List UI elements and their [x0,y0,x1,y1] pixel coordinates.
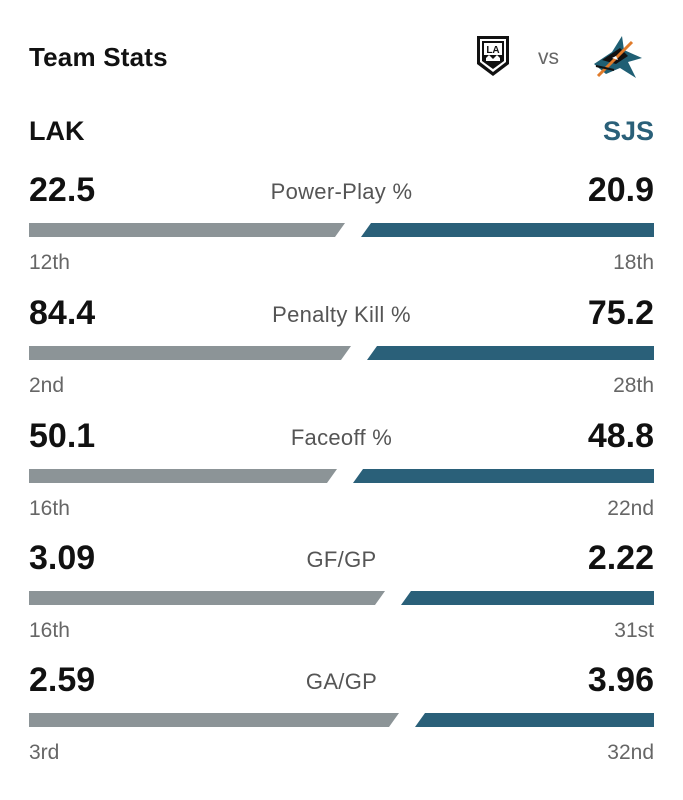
team-stats-header: Team Stats LA vs [29,36,654,80]
team-names-row: LAK SJS [29,116,654,148]
left-stat-value: 50.1 [29,417,96,455]
left-comparison-bar [29,469,337,483]
left-stat-rank: 2nd [29,374,65,397]
stat-label: Power-Play % [270,179,413,204]
left-team-name: LAK [29,116,85,146]
left-stat-value: 84.4 [29,294,96,332]
right-comparison-bar [361,223,654,237]
stat-label: GA/GP [305,669,378,694]
right-stat-value: 48.8 [587,417,654,455]
left-comparison-bar [29,591,385,605]
right-team-name: SJS [602,116,654,146]
right-stat-rank: 32nd [607,741,654,764]
comparison-bars [29,223,654,237]
right-comparison-bar [367,346,654,360]
right-stat-rank: 31st [614,619,654,642]
svg-text:LA: LA [486,45,499,56]
left-comparison-bar [29,346,351,360]
stat-row-penalty-kill: 84.4 Penalty Kill % 75.2 2nd 28th [29,294,654,404]
left-stat-rank: 16th [29,497,70,520]
right-stat-rank: 28th [613,374,654,397]
left-stat-value: 3.09 [29,539,96,577]
comparison-bars [29,591,654,605]
left-stat-rank: 16th [29,619,70,642]
kings-logo-icon: LA [477,36,509,76]
right-stat-value: 2.22 [587,539,654,577]
left-stat-rank: 12th [29,251,70,274]
sharks-logo-icon [594,36,642,78]
right-stat-value: 3.96 [587,661,654,699]
comparison-bars [29,713,654,727]
right-comparison-bar [353,469,654,483]
stat-label: Faceoff % [290,425,393,450]
left-stat-value: 22.5 [29,171,96,209]
right-comparison-bar [415,713,654,727]
left-comparison-bar [29,713,399,727]
stat-row-ga-gp: 2.59 GA/GP 3.96 3rd 32nd [29,661,654,771]
stat-label: Penalty Kill % [272,302,411,327]
vs-label: vs [538,46,559,69]
comparison-bars [29,346,654,360]
right-stat-value: 75.2 [587,294,654,332]
left-stat-value: 2.59 [29,661,96,699]
stat-row-power-play: 22.5 Power-Play % 20.9 12th 18th [29,171,654,281]
left-stat-rank: 3rd [29,741,60,764]
matchup-logos: LA vs [474,34,644,82]
left-comparison-bar [29,223,345,237]
right-comparison-bar [401,591,654,605]
stat-label: GF/GP [306,547,377,572]
stat-row-gf-gp: 3.09 GF/GP 2.22 16th 31st [29,539,654,649]
stat-row-faceoff: 50.1 Faceoff % 48.8 16th 22nd [29,417,654,527]
comparison-bars [29,469,654,483]
right-stat-rank: 22nd [607,497,654,520]
right-stat-rank: 18th [613,251,654,274]
page-title: Team Stats [29,42,168,72]
right-stat-value: 20.9 [587,171,654,209]
